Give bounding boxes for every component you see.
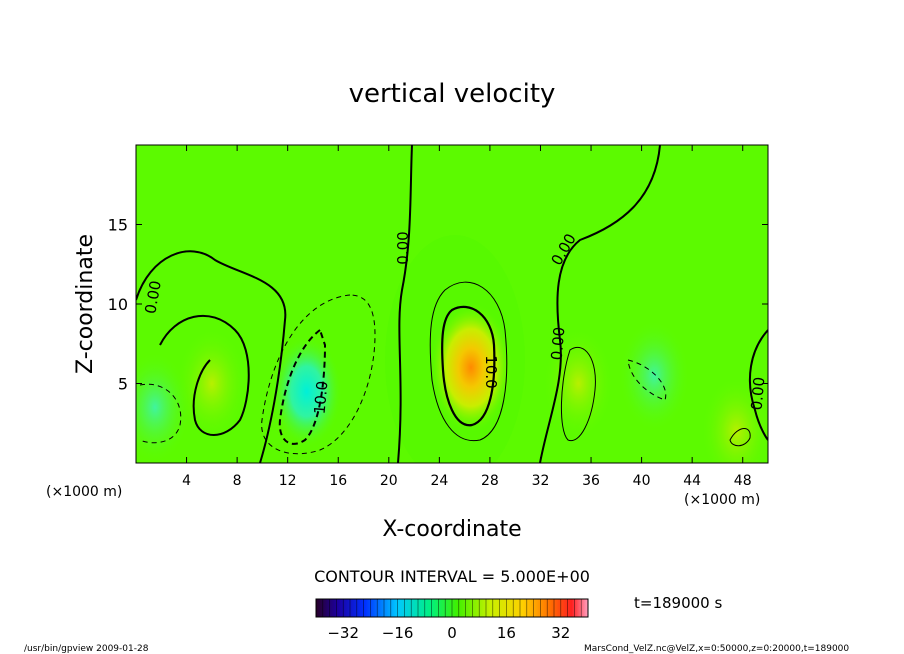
colorbar-labels: −32 −16 0 16 32 — [327, 624, 570, 642]
x-tick-label: 28 — [481, 473, 499, 489]
x-axis: 4 8 12 16 20 24 28 32 36 40 44 48 — [182, 145, 752, 489]
x-tick-label: 40 — [633, 473, 651, 489]
x-tick-label: 36 — [582, 473, 600, 489]
x-tick-label: 16 — [329, 473, 347, 489]
contour-updraft-5 — [429, 281, 508, 442]
colorbar-frame — [315, 598, 589, 618]
time-stamp: t=189000 s — [634, 594, 722, 612]
updraft-field — [429, 303, 513, 433]
y-tick-label: 15 — [108, 216, 128, 235]
x-tick-label: 12 — [279, 473, 297, 489]
contour-label-4: 0.00 — [548, 326, 569, 361]
contour-downdraft-edge — [139, 383, 182, 444]
colorbar-ticks — [322, 599, 582, 617]
colorbar-tick-label: 32 — [551, 624, 570, 642]
downdraft-field — [136, 351, 191, 463]
plot-area: 0.00 0.00 0.00 0.00 0.00 10.0 10.0 — [136, 145, 769, 463]
x-tick-label: 48 — [734, 473, 752, 489]
contour-label-5: 0.00 — [748, 376, 769, 411]
colorbar-tick-label: 0 — [447, 624, 457, 642]
contour-updraft-right — [561, 347, 596, 442]
contour-label-7: 10.0 — [311, 380, 332, 415]
x-unit-right: (×1000 m) — [684, 492, 760, 508]
x-tick-label: 4 — [182, 473, 191, 489]
contour-zero-edge — [748, 329, 768, 441]
contour-zero-center — [397, 145, 413, 463]
contour-interval: CONTOUR INTERVAL = 5.000E+00 — [314, 567, 590, 586]
x-axis-label: X-coordinate — [382, 517, 521, 542]
footer-left: /usr/bin/gpview 2009-01-28 — [24, 644, 149, 654]
downdraft-field — [618, 319, 690, 432]
contour-updraft-10 — [441, 305, 496, 427]
x-tick-label: 24 — [430, 473, 448, 489]
contour-downdraft-5 — [261, 294, 376, 455]
contour-label-2: 0.00 — [394, 231, 412, 264]
y-tick-label: 5 — [118, 375, 128, 394]
contour-updraft-corner — [729, 428, 751, 447]
y-axis: 5 10 15 — [108, 216, 768, 394]
colorbar-tick-label: −32 — [327, 624, 359, 642]
chart-title: vertical velocity — [349, 79, 556, 109]
contour-label-1: 0.00 — [141, 279, 165, 315]
x-tick-label: 20 — [380, 473, 398, 489]
contour-zero-right — [539, 145, 661, 463]
contour-downdraft-10 — [278, 328, 327, 445]
x-tick-label: 8 — [233, 473, 242, 489]
x-unit-left: (×1000 m) — [46, 484, 122, 500]
y-tick-label: 10 — [108, 295, 128, 314]
colorbar-tick-label: 16 — [497, 624, 516, 642]
contour-downdraft-right — [627, 359, 667, 401]
y-axis-label: Z-coordinate — [73, 234, 98, 374]
contour-zero-left — [136, 250, 287, 463]
x-tick-label: 32 — [532, 473, 550, 489]
x-tick-label: 44 — [683, 473, 701, 489]
footer-right: MarsCond_VelZ.nc@VelZ,x=0:50000,z=0:2000… — [584, 644, 849, 654]
colorbar-tick-label: −16 — [382, 624, 414, 642]
contour-zero-left-inner — [159, 314, 250, 436]
contour-label-6: 10.0 — [482, 355, 500, 388]
